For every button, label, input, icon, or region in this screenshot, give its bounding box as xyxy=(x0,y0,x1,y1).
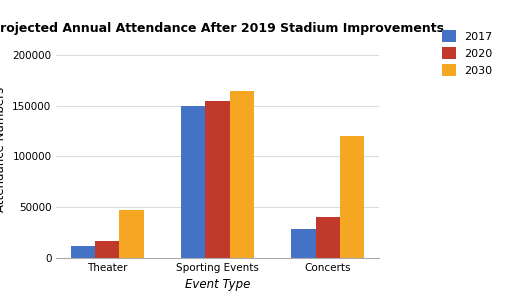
X-axis label: Event Type: Event Type xyxy=(185,278,250,291)
Bar xyxy=(230,91,254,258)
Bar xyxy=(181,106,205,258)
Title: Projected Annual Attendance After 2019 Stadium Improvements: Projected Annual Attendance After 2019 S… xyxy=(0,21,444,35)
Legend: 2017, 2020, 2030: 2017, 2020, 2030 xyxy=(439,27,496,79)
Bar xyxy=(71,246,95,258)
Bar xyxy=(340,136,364,258)
Bar xyxy=(291,230,316,258)
Y-axis label: Attendance Numbers: Attendance Numbers xyxy=(0,86,7,212)
Bar xyxy=(119,210,144,258)
Bar xyxy=(316,217,340,258)
Bar xyxy=(95,241,119,258)
Bar xyxy=(205,101,230,258)
